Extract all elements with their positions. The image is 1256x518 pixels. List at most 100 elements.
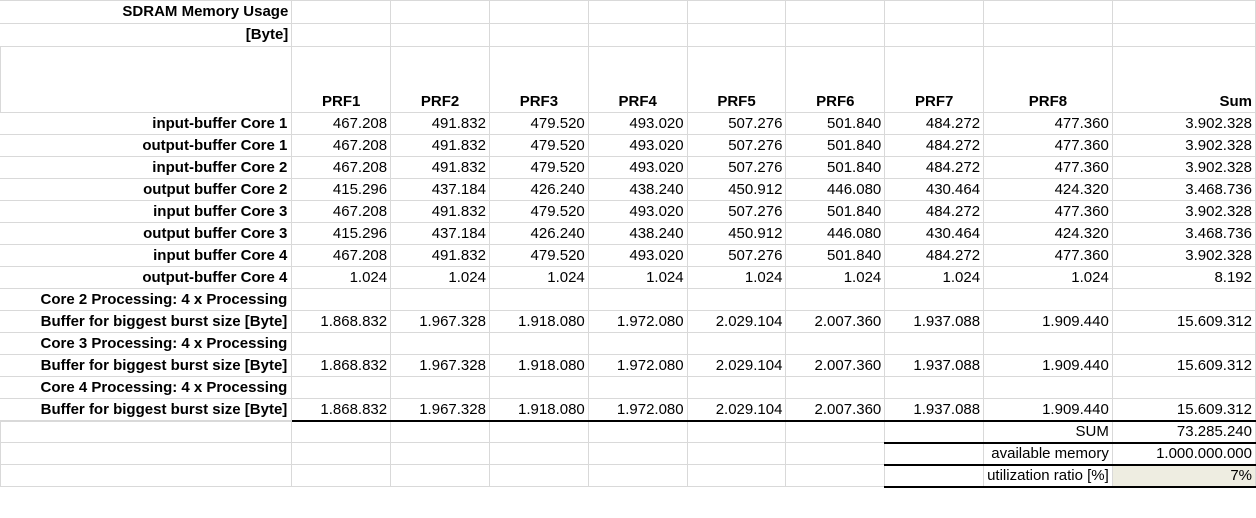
- table-cell[interactable]: 484.272: [884, 112, 985, 135]
- table-cell[interactable]: 507.276: [686, 156, 787, 179]
- table-cell[interactable]: 450.912: [686, 222, 787, 245]
- table-cell[interactable]: [587, 332, 688, 355]
- table-cell[interactable]: 467.208: [291, 156, 392, 179]
- row-label[interactable]: output-buffer Core 1: [0, 134, 293, 157]
- table-cell[interactable]: 484.272: [884, 134, 985, 157]
- table-cell[interactable]: 1.868.832: [291, 310, 392, 333]
- table-cell[interactable]: [1111, 332, 1256, 355]
- column-header[interactable]: Sum: [1111, 46, 1256, 113]
- table-cell[interactable]: 438.240: [587, 178, 688, 201]
- table-cell[interactable]: 467.208: [291, 112, 392, 135]
- table-cell[interactable]: 437.184: [390, 222, 490, 245]
- table-cell[interactable]: 2.007.360: [785, 310, 886, 333]
- table-cell[interactable]: 491.832: [390, 134, 490, 157]
- table-cell[interactable]: 15.609.312: [1111, 398, 1256, 422]
- table-cell[interactable]: 493.020: [587, 156, 688, 179]
- table-cell[interactable]: 507.276: [686, 112, 787, 135]
- row-label[interactable]: Core 2 Processing: 4 x Processing: [0, 288, 293, 311]
- table-cell[interactable]: 3.902.328: [1111, 156, 1256, 179]
- table-cell[interactable]: [488, 288, 589, 311]
- table-cell[interactable]: 477.360: [983, 112, 1113, 135]
- table-cell[interactable]: 467.208: [291, 244, 392, 267]
- column-header[interactable]: PRF5: [686, 46, 787, 113]
- table-cell[interactable]: 1.972.080: [587, 398, 688, 422]
- table-cell[interactable]: 2.007.360: [785, 354, 886, 377]
- table-cell[interactable]: [884, 332, 985, 355]
- table-cell[interactable]: 507.276: [686, 200, 787, 223]
- table-cell[interactable]: 1.918.080: [488, 354, 589, 377]
- table-cell[interactable]: [884, 376, 985, 399]
- table-cell[interactable]: 3.468.736: [1111, 222, 1256, 245]
- table-cell[interactable]: 479.520: [488, 156, 589, 179]
- table-cell[interactable]: 1.918.080: [488, 398, 589, 422]
- table-cell[interactable]: 493.020: [587, 200, 688, 223]
- row-label[interactable]: output buffer Core 2: [0, 178, 293, 201]
- table-cell[interactable]: 446.080: [785, 178, 886, 201]
- table-cell[interactable]: 1.909.440: [983, 310, 1113, 333]
- table-cell[interactable]: 477.360: [983, 200, 1113, 223]
- table-cell[interactable]: 467.208: [291, 200, 392, 223]
- table-cell[interactable]: 3.902.328: [1111, 200, 1256, 223]
- column-header[interactable]: PRF4: [587, 46, 688, 113]
- table-cell[interactable]: 491.832: [390, 156, 490, 179]
- table-cell[interactable]: 479.520: [488, 112, 589, 135]
- table-cell[interactable]: 501.840: [785, 200, 886, 223]
- table-cell[interactable]: 8.192: [1111, 266, 1256, 289]
- table-cell[interactable]: 1.024: [785, 266, 886, 289]
- table-cell[interactable]: 477.360: [983, 156, 1113, 179]
- table-cell[interactable]: 3.902.328: [1111, 134, 1256, 157]
- table-cell[interactable]: 437.184: [390, 178, 490, 201]
- table-cell[interactable]: 426.240: [488, 222, 589, 245]
- summary-label[interactable]: available memory: [983, 441, 1113, 465]
- row-label[interactable]: Buffer for biggest burst size [Byte]: [0, 310, 293, 333]
- table-cell[interactable]: [291, 288, 392, 311]
- table-cell[interactable]: 493.020: [587, 244, 688, 267]
- table-cell[interactable]: [983, 332, 1113, 355]
- table-cell[interactable]: [686, 288, 787, 311]
- table-cell[interactable]: 1.972.080: [587, 310, 688, 333]
- table-cell[interactable]: 1.909.440: [983, 398, 1113, 422]
- table-cell[interactable]: 415.296: [291, 222, 392, 245]
- table-cell[interactable]: [785, 332, 886, 355]
- table-cell[interactable]: [1111, 376, 1256, 399]
- row-label[interactable]: output buffer Core 3: [0, 222, 293, 245]
- column-header[interactable]: PRF7: [884, 46, 985, 113]
- table-cell[interactable]: 430.464: [884, 222, 985, 245]
- table-cell[interactable]: [291, 376, 392, 399]
- table-cell[interactable]: 479.520: [488, 200, 589, 223]
- table-cell[interactable]: [488, 332, 589, 355]
- table-cell[interactable]: 493.020: [587, 112, 688, 135]
- table-cell[interactable]: 15.609.312: [1111, 354, 1256, 377]
- row-label[interactable]: Buffer for biggest burst size [Byte]: [0, 354, 293, 377]
- row-label[interactable]: input-buffer Core 1: [0, 112, 293, 135]
- table-cell[interactable]: 438.240: [587, 222, 688, 245]
- table-cell[interactable]: 3.902.328: [1111, 244, 1256, 267]
- row-label[interactable]: output-buffer Core 4: [0, 266, 293, 289]
- table-cell[interactable]: [587, 288, 688, 311]
- summary-label[interactable]: SUM: [983, 420, 1113, 443]
- table-cell[interactable]: 491.832: [390, 112, 490, 135]
- table-cell[interactable]: 15.609.312: [1111, 310, 1256, 333]
- table-cell[interactable]: [1111, 288, 1256, 311]
- table-cell[interactable]: 450.912: [686, 178, 787, 201]
- table-cell[interactable]: 3.468.736: [1111, 178, 1256, 201]
- table-cell[interactable]: [785, 288, 886, 311]
- table-cell[interactable]: [686, 332, 787, 355]
- table-cell[interactable]: 430.464: [884, 178, 985, 201]
- row-label[interactable]: Core 4 Processing: 4 x Processing: [0, 376, 293, 399]
- table-cell[interactable]: 2.029.104: [686, 354, 787, 377]
- summary-value[interactable]: 73.285.240: [1111, 420, 1256, 443]
- table-cell[interactable]: 1.024: [884, 266, 985, 289]
- table-cell[interactable]: 1.909.440: [983, 354, 1113, 377]
- row-label[interactable]: Buffer for biggest burst size [Byte]: [0, 398, 293, 422]
- table-cell[interactable]: 446.080: [785, 222, 886, 245]
- summary-value[interactable]: 7%: [1111, 463, 1256, 488]
- table-cell[interactable]: 424.320: [983, 222, 1113, 245]
- table-cell[interactable]: 501.840: [785, 134, 886, 157]
- table-cell[interactable]: 426.240: [488, 178, 589, 201]
- table-cell[interactable]: 1.918.080: [488, 310, 589, 333]
- table-cell[interactable]: [587, 376, 688, 399]
- title-line2[interactable]: [Byte]: [0, 23, 293, 47]
- table-cell[interactable]: 2.029.104: [686, 310, 787, 333]
- table-cell[interactable]: [291, 332, 392, 355]
